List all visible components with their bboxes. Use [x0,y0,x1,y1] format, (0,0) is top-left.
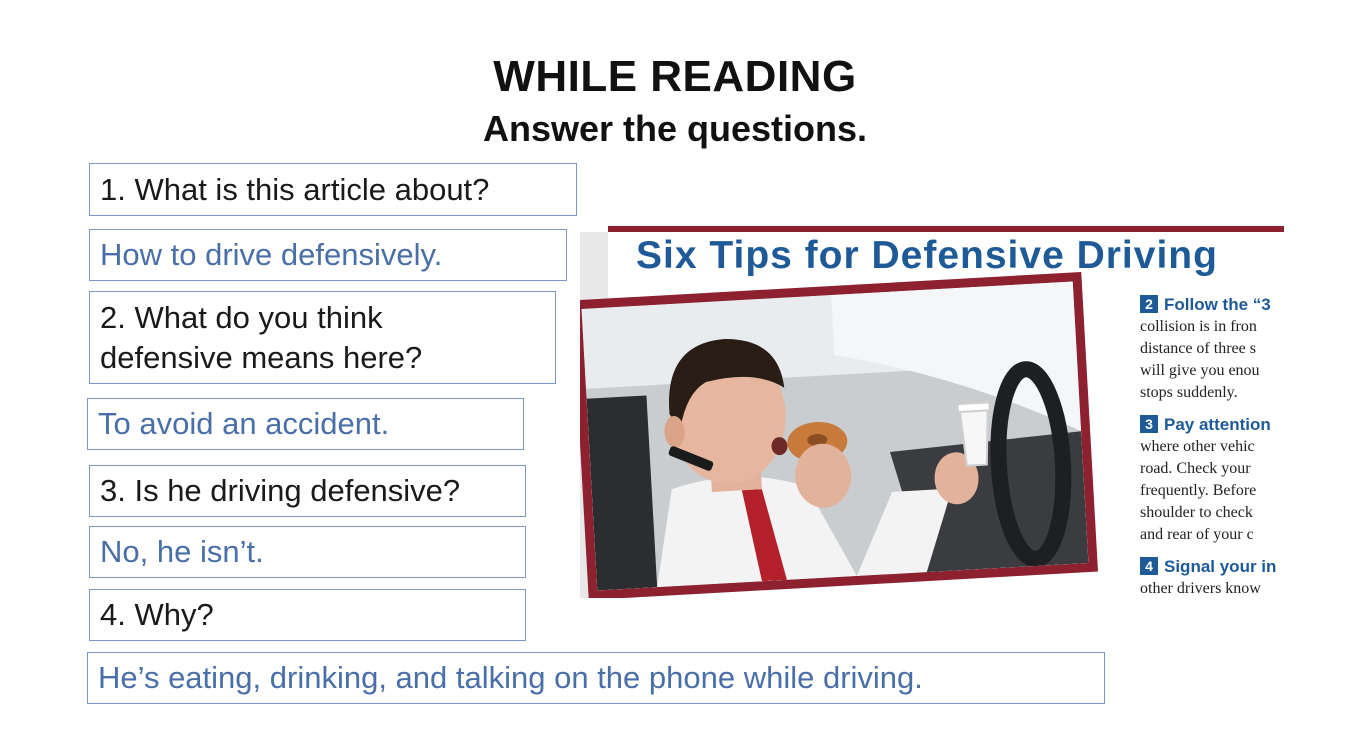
answer-3-text: No, he isn’t. [100,534,264,569]
tip-3-title: Pay attention [1164,415,1271,434]
tip-2-line: collision is in fron [1140,318,1257,335]
tip-4-line: other drivers know [1140,580,1261,597]
answer-3-box: No, he isn’t. [89,526,526,578]
question-3-text: 3. Is he driving defensive? [100,473,461,508]
article-excerpt: Six Tips for Defensive Driving [580,226,1284,598]
tip-3-line: road. Check your [1140,460,1251,477]
article-tips-column: 2 Follow the “3 collision is in fron dist… [1140,294,1284,598]
tip-2-title: Follow the “3 [1164,295,1271,314]
tip-3-line: frequently. Before [1140,482,1257,499]
article-heading: Six Tips for Defensive Driving [636,234,1218,277]
page-title: WHILE READING [493,52,857,101]
article-top-bar [608,226,1284,232]
tip-2-line: stops suddenly. [1140,384,1238,401]
driver-illustration [581,281,1089,591]
answer-2-text: To avoid an accident. [98,406,390,441]
tip-4-title: Signal your in [1164,557,1277,576]
tip-4-number: 4 [1140,557,1158,575]
question-1-text: 1. What is this article about? [100,171,490,207]
question-3-box: 3. Is he driving defensive? [89,465,526,517]
answer-1-text: How to drive defensively. [100,237,443,272]
question-2-text: 2. What do you think defensive means her… [100,299,423,375]
driver-photo [580,271,1098,598]
tip-2-line: distance of three s [1140,340,1256,357]
answer-2-box: To avoid an accident. [87,398,524,450]
answer-4-box: He’s eating, drinking, and talking on th… [87,652,1105,704]
tip-4: 4 Signal your in other drivers know [1140,556,1284,598]
question-2-box: 2. What do you think defensive means her… [89,291,556,384]
page-subtitle: Answer the questions. [482,108,868,149]
tip-2: 2 Follow the “3 collision is in fron dist… [1140,294,1284,404]
answer-4-text: He’s eating, drinking, and talking on th… [98,660,923,695]
answer-1-box: How to drive defensively. [89,229,567,281]
question-4-text: 4. Why? [100,597,214,632]
question-1-box: 1. What is this article about? [89,163,577,216]
tip-3-number: 3 [1140,415,1158,433]
tip-3: 3 Pay attention where other vehic road. C… [1140,414,1284,546]
tip-3-line: shoulder to check [1140,504,1253,521]
tip-3-line: where other vehic [1140,438,1255,455]
tip-3-line: and rear of your c [1140,526,1254,543]
tip-2-number: 2 [1140,295,1158,313]
tip-2-line: will give you enou [1140,362,1260,379]
question-4-box: 4. Why? [89,589,526,641]
